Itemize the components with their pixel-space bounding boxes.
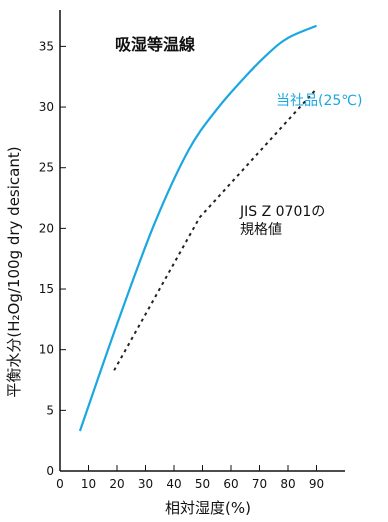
x-axis-label: 相対湿度(%) [165, 499, 251, 517]
x-tick-label: 20 [109, 477, 124, 491]
x-tick-label: 0 [56, 477, 64, 491]
legend-label-jis-line1: JIS Z 0701の [239, 204, 325, 220]
series-line-company-product [78, 24, 317, 432]
x-tick-label: 70 [252, 477, 267, 491]
ticks: 0 5 10 15 20 25 30 35 0 10 20 30 40 50 60 70 80 90 [39, 39, 324, 491]
y-tick-label: 20 [39, 221, 54, 235]
x-tick-label: 80 [280, 477, 295, 491]
chart-title: 吸湿等温線 [115, 35, 195, 54]
x-tick-label: 10 [81, 477, 96, 491]
series-line-jis-standard [113, 88, 318, 371]
y-tick-label: 0 [46, 464, 54, 478]
y-tick-label: 5 [46, 403, 54, 417]
x-tick-label: 30 [138, 477, 153, 491]
x-tick-label: 40 [166, 477, 181, 491]
legend-label-jis-line2: 規格値 [240, 222, 282, 238]
x-tick-label: 60 [223, 477, 238, 491]
legend-label-company-product: 当社品(25℃) [276, 93, 362, 109]
y-tick-label: 30 [39, 100, 54, 114]
x-tick-label: 50 [195, 477, 210, 491]
axes [59, 10, 345, 472]
y-axis-label: 平衡水分(H₂Og/100g dry desicant) [5, 146, 23, 397]
y-tick-label: 15 [39, 282, 54, 296]
y-tick-label: 10 [39, 343, 54, 357]
y-tick-label: 35 [39, 39, 54, 53]
series-lines [78, 24, 318, 432]
legend-label-jis: JIS Z 0701の 規格値 [239, 204, 330, 238]
y-tick-label: 25 [39, 161, 54, 175]
x-tick-label: 90 [309, 477, 324, 491]
